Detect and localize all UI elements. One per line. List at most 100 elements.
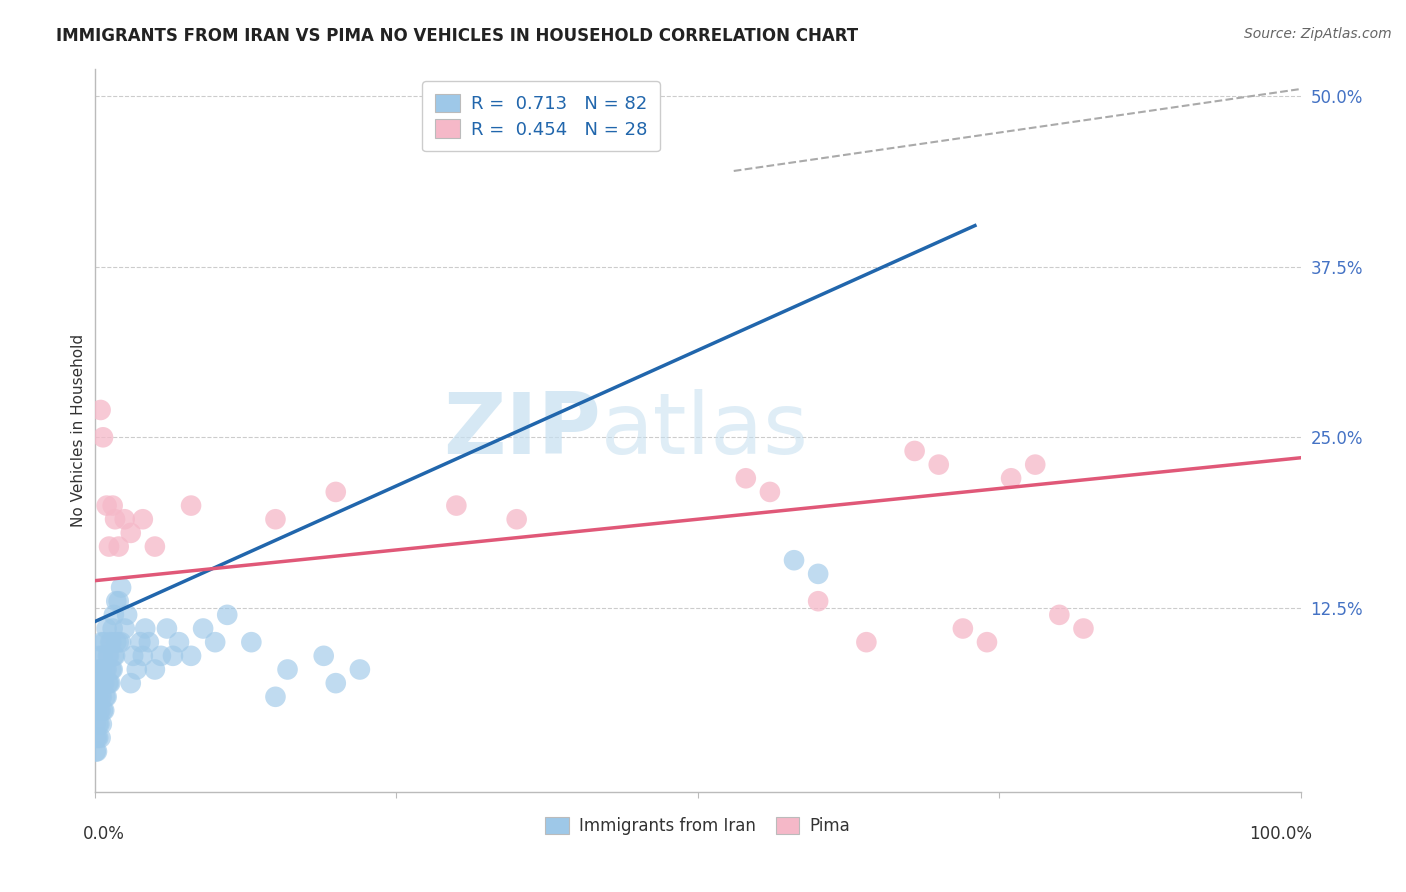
Point: [505, 512, 527, 526]
Point: [114, 512, 136, 526]
Point: [91, 676, 114, 690]
Point: [89, 717, 111, 731]
Point: [132, 648, 155, 663]
Point: [807, 566, 830, 581]
Point: [86, 703, 108, 717]
Point: [110, 581, 132, 595]
Point: [204, 635, 226, 649]
Point: [90, 403, 112, 417]
Text: ZIP: ZIP: [443, 389, 602, 472]
Point: [115, 607, 138, 622]
Y-axis label: No Vehicles in Household: No Vehicles in Household: [72, 334, 86, 527]
Point: [349, 663, 371, 677]
Point: [325, 484, 347, 499]
Point: [94, 663, 117, 677]
Point: [89, 648, 111, 663]
Point: [84, 744, 107, 758]
Point: [84, 731, 107, 745]
Point: [107, 540, 129, 554]
Point: [928, 458, 950, 472]
Point: [105, 635, 128, 649]
Point: [87, 676, 110, 690]
Point: [90, 690, 112, 704]
Point: [240, 635, 263, 649]
Point: [120, 676, 142, 690]
Point: [89, 676, 111, 690]
Point: [86, 690, 108, 704]
Point: [90, 717, 112, 731]
Point: [143, 540, 166, 554]
Point: [96, 663, 118, 677]
Point: [84, 717, 107, 731]
Point: [87, 731, 110, 745]
Text: Source: ZipAtlas.com: Source: ZipAtlas.com: [1244, 27, 1392, 41]
Text: atlas: atlas: [602, 389, 808, 472]
Point: [90, 731, 112, 745]
Point: [86, 744, 108, 758]
Point: [143, 663, 166, 677]
Text: 100.0%: 100.0%: [1250, 825, 1313, 843]
Point: [101, 663, 124, 677]
Point: [264, 512, 287, 526]
Point: [1047, 607, 1070, 622]
Point: [104, 512, 127, 526]
Point: [191, 622, 214, 636]
Point: [86, 731, 108, 745]
Point: [93, 703, 115, 717]
Point: [976, 635, 998, 649]
Point: [91, 430, 114, 444]
Point: [162, 648, 184, 663]
Point: [167, 635, 190, 649]
Point: [110, 635, 132, 649]
Point: [87, 690, 110, 704]
Point: [100, 663, 122, 677]
Point: [107, 635, 129, 649]
Point: [180, 499, 202, 513]
Point: [107, 594, 129, 608]
Point: [807, 594, 830, 608]
Point: [96, 690, 118, 704]
Point: [217, 607, 239, 622]
Point: [100, 635, 122, 649]
Point: [98, 648, 121, 663]
Point: [84, 703, 107, 717]
Point: [734, 471, 756, 485]
Point: [89, 703, 111, 717]
Point: [904, 444, 927, 458]
Point: [90, 663, 112, 677]
Point: [93, 635, 115, 649]
Point: [103, 648, 125, 663]
Point: [91, 703, 114, 717]
Point: [87, 663, 110, 677]
Text: IMMIGRANTS FROM IRAN VS PIMA NO VEHICLES IN HOUSEHOLD CORRELATION CHART: IMMIGRANTS FROM IRAN VS PIMA NO VEHICLES…: [56, 27, 859, 45]
Point: [114, 622, 136, 636]
Point: [86, 676, 108, 690]
Point: [94, 690, 117, 704]
Legend: Immigrants from Iran, Pima: Immigrants from Iran, Pima: [538, 811, 856, 842]
Point: [96, 499, 118, 513]
Point: [1000, 471, 1022, 485]
Point: [87, 717, 110, 731]
Point: [783, 553, 806, 567]
Point: [759, 484, 782, 499]
Point: [90, 703, 112, 717]
Point: [149, 648, 172, 663]
Point: [98, 635, 121, 649]
Point: [90, 635, 112, 649]
Point: [98, 540, 121, 554]
Point: [1024, 458, 1046, 472]
Point: [132, 512, 155, 526]
Point: [855, 635, 877, 649]
Point: [134, 622, 156, 636]
Point: [952, 622, 974, 636]
Point: [312, 648, 335, 663]
Point: [156, 622, 179, 636]
Point: [96, 622, 118, 636]
Point: [122, 648, 145, 663]
Point: [90, 663, 112, 677]
Point: [101, 622, 124, 636]
Point: [103, 607, 125, 622]
Point: [97, 676, 120, 690]
Point: [105, 594, 128, 608]
Point: [98, 676, 121, 690]
